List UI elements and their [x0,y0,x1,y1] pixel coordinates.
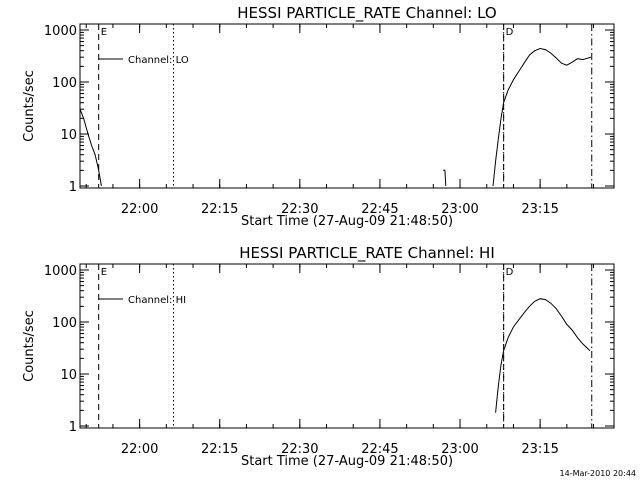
x-tick-label: 23:00 [441,442,478,457]
y-tick-label: 1000 [44,264,77,279]
marker-label: D [506,27,514,38]
chart-title: HESSI PARTICLE_RATE Channel: LO [237,4,496,23]
plot-frame [79,23,615,189]
series-line [443,169,447,187]
footer-timestamp: 14-Mar-2010 20:44 [560,469,637,478]
y-tick-label: 1000 [44,24,77,39]
marker-label: E [101,27,107,38]
marker-label: E [101,267,107,278]
panel-lo: HESSI PARTICLE_RATE Channel: LO 1 10 100 100… [22,4,615,229]
x-tick-label: 22:45 [361,442,398,457]
panel-hi: HESSI PARTICLE_RATE Channel: HI 1 10 100 100… [22,244,615,469]
plot-frame [79,263,615,429]
y-tick-label: 1 [69,420,77,435]
series-line [492,47,592,187]
x-tick-label: 22:00 [121,442,158,457]
x-axis-label: Start Time (27-Aug-09 21:48:50) [241,454,453,469]
y-tick-label: 1 [69,180,77,195]
y-tick-label: 10 [60,128,77,143]
legend-label: Channel: LO [128,55,189,66]
x-tick-label: 22:00 [121,202,158,217]
legend-label: Channel: HI [128,295,186,306]
y-tick-label: 10 [60,368,77,383]
x-tick-label: 23:15 [521,442,558,457]
x-tick-label: 22:30 [281,442,318,457]
series-line [495,298,591,413]
x-tick-label: 23:15 [521,202,558,217]
x-tick-label: 23:00 [441,202,478,217]
x-tick-label: 22:45 [361,202,398,217]
y-tick-label: 100 [52,76,77,91]
x-tick-label: 22:15 [201,202,238,217]
series-line [79,109,102,187]
chart-title: HESSI PARTICLE_RATE Channel: HI [239,244,495,263]
x-axis-label: Start Time (27-Aug-09 21:48:50) [241,214,453,229]
y-axis-label: Counts/sec [22,70,37,142]
y-tick-label: 100 [52,316,77,331]
marker-label: D [506,267,514,278]
x-tick-label: 22:15 [201,442,238,457]
x-tick-label: 22:30 [281,202,318,217]
y-axis-label: Counts/sec [22,310,37,382]
